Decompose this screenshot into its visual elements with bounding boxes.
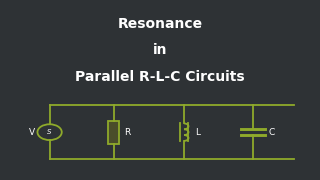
- Text: R: R: [124, 128, 130, 137]
- Text: in: in: [153, 42, 167, 57]
- Text: Resonance: Resonance: [117, 17, 203, 31]
- Text: S: S: [47, 129, 52, 135]
- Bar: [108, 121, 119, 144]
- Text: Parallel R-L-C Circuits: Parallel R-L-C Circuits: [75, 70, 245, 84]
- Text: L: L: [195, 128, 200, 137]
- Text: C: C: [268, 128, 275, 137]
- Text: V: V: [29, 128, 35, 137]
